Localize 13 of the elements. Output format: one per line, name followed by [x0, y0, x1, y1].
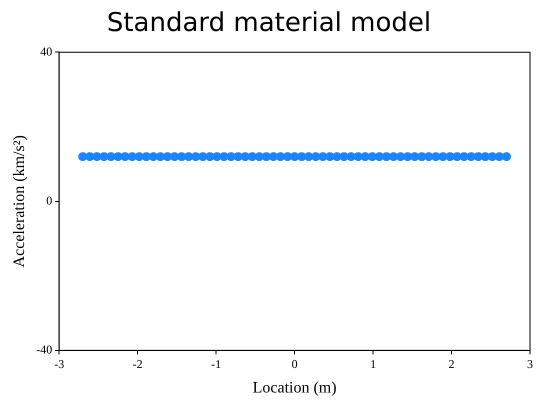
y-tick-label: 40 [40, 44, 52, 58]
y-tick-label: -40 [36, 342, 52, 357]
x-tick-label: 0 [292, 356, 298, 371]
x-tick-label: -2 [132, 356, 143, 371]
x-tick-label: -3 [54, 356, 64, 371]
y-axis-title: Acceleration (km/s²) [10, 135, 28, 268]
x-axis-title: Location (m) [252, 380, 337, 397]
x-tick-label: 2 [448, 356, 455, 371]
chart-title: Standard material model [106, 8, 432, 38]
x-tick-label: 1 [370, 356, 376, 371]
x-tick-label: -1 [211, 356, 222, 371]
x-tick-label: 3 [527, 356, 533, 371]
y-tick-label: 0 [46, 193, 52, 208]
